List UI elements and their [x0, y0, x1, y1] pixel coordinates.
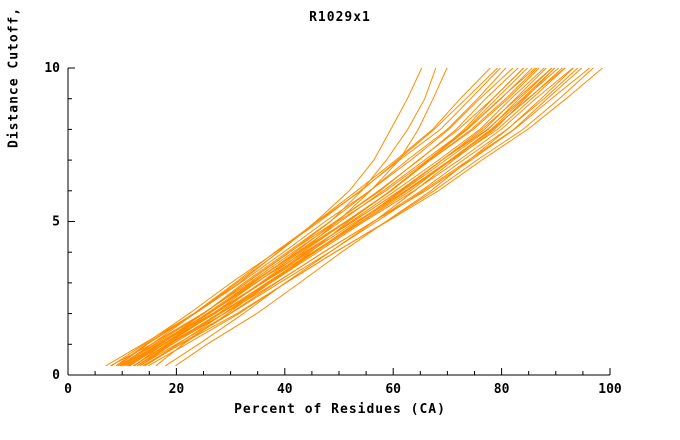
svg-text:100: 100 [598, 382, 622, 397]
axis-lines [67, 68, 610, 376]
svg-text:10: 10 [44, 61, 60, 76]
svg-text:80: 80 [494, 382, 510, 397]
svg-text:0: 0 [52, 368, 60, 383]
svg-text:20: 20 [169, 382, 185, 397]
tick-labels: 0 20 40 60 80 100 0 5 10 [44, 61, 622, 397]
x-axis-label: Percent of Residues (CA) [234, 402, 446, 417]
svg-text:40: 40 [277, 382, 293, 397]
svg-text:60: 60 [385, 382, 401, 397]
data-series [105, 67, 603, 367]
chart-title: R1029x1 [309, 10, 371, 25]
svg-text:5: 5 [52, 215, 60, 230]
tick-marks [67, 67, 611, 376]
svg-text:0: 0 [64, 382, 72, 397]
